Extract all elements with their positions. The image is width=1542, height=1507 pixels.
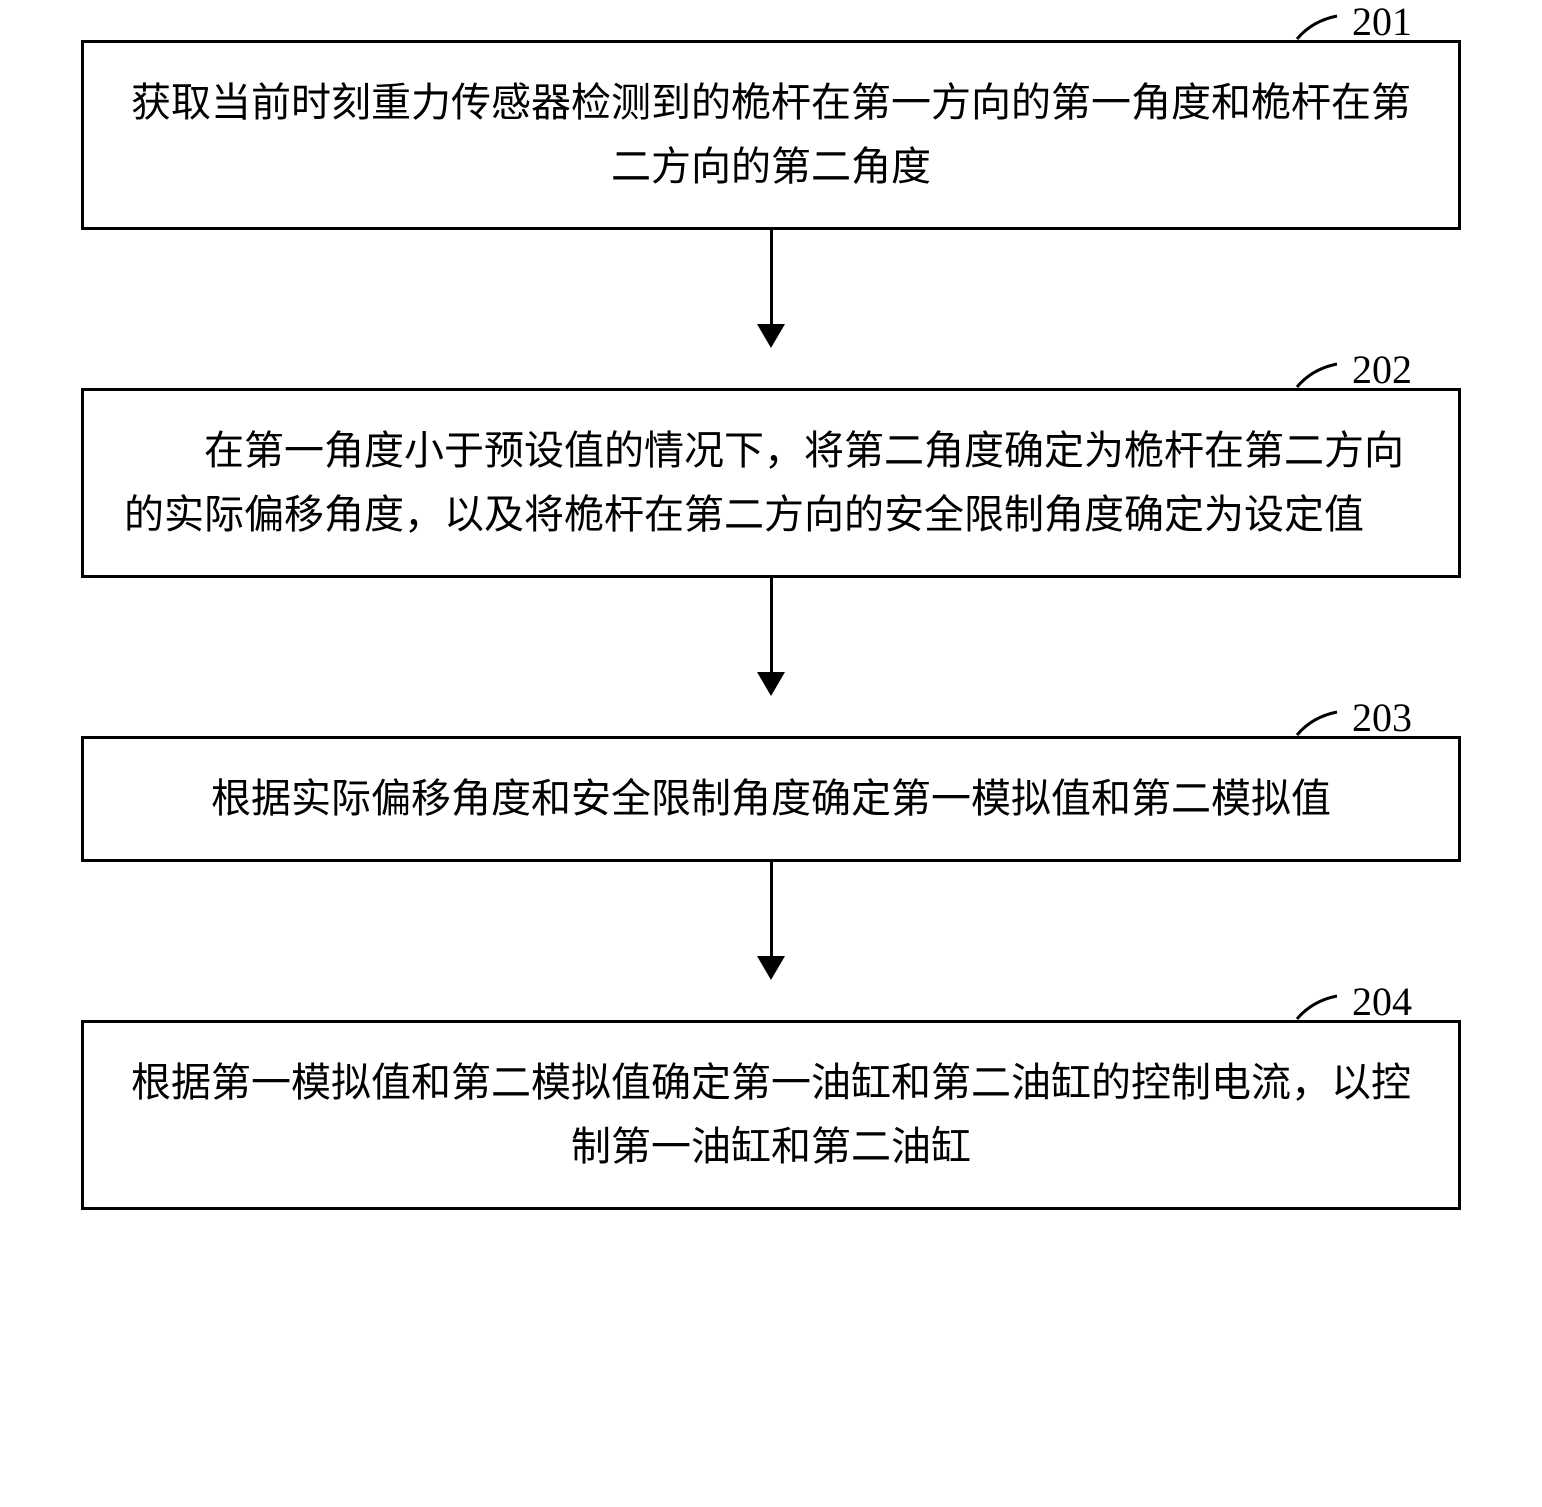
arrow-2	[757, 576, 785, 696]
arrow-1	[757, 228, 785, 348]
arrow-line	[770, 576, 773, 672]
label-curve-icon	[1292, 991, 1342, 1021]
step-label-3: 203	[1292, 694, 1412, 741]
step-number-1: 201	[1352, 0, 1412, 44]
arrow-3	[757, 860, 785, 980]
step-label-2: 202	[1292, 346, 1412, 393]
label-curve-icon	[1292, 11, 1342, 41]
step-number-3: 203	[1352, 695, 1412, 740]
arrow-line	[770, 228, 773, 324]
step-number-2: 202	[1352, 347, 1412, 392]
label-curve-icon	[1292, 359, 1342, 389]
step-text-3: 根据实际偏移角度和安全限制角度确定第一模拟值和第二模拟值	[211, 776, 1331, 821]
flowchart: 201 获取当前时刻重力传感器检测到的桅杆在第一方向的第一角度和桅杆在第二方向的…	[40, 40, 1502, 1210]
step-text-1: 获取当前时刻重力传感器检测到的桅杆在第一方向的第一角度和桅杆在第二方向的第二角度	[131, 80, 1411, 189]
arrow-head-icon	[757, 672, 785, 696]
step-box-4: 根据第一模拟值和第二模拟值确定第一油缸和第二油缸的控制电流，以控制第一油缸和第二…	[81, 1020, 1461, 1210]
step-box-2: 在第一角度小于预设值的情况下，将第二角度确定为桅杆在第二方向的实际偏移角度，以及…	[81, 388, 1461, 578]
arrow-head-icon	[757, 956, 785, 980]
step-label-4: 204	[1292, 978, 1412, 1025]
step-container-3: 203 根据实际偏移角度和安全限制角度确定第一模拟值和第二模拟值	[40, 736, 1502, 862]
step-text-4: 根据第一模拟值和第二模拟值确定第一油缸和第二油缸的控制电流，以控制第一油缸和第二…	[131, 1060, 1411, 1169]
step-box-3: 根据实际偏移角度和安全限制角度确定第一模拟值和第二模拟值	[81, 736, 1461, 862]
step-label-1: 201	[1292, 0, 1412, 45]
arrow-line	[770, 860, 773, 956]
step-container-4: 204 根据第一模拟值和第二模拟值确定第一油缸和第二油缸的控制电流，以控制第一油…	[40, 1020, 1502, 1210]
step-container-2: 202 在第一角度小于预设值的情况下，将第二角度确定为桅杆在第二方向的实际偏移角…	[40, 388, 1502, 578]
arrow-head-icon	[757, 324, 785, 348]
step-container-1: 201 获取当前时刻重力传感器检测到的桅杆在第一方向的第一角度和桅杆在第二方向的…	[40, 40, 1502, 230]
step-number-4: 204	[1352, 979, 1412, 1024]
label-curve-icon	[1292, 707, 1342, 737]
step-text-2: 在第一角度小于预设值的情况下，将第二角度确定为桅杆在第二方向的实际偏移角度，以及…	[124, 428, 1404, 537]
step-box-1: 获取当前时刻重力传感器检测到的桅杆在第一方向的第一角度和桅杆在第二方向的第二角度	[81, 40, 1461, 230]
